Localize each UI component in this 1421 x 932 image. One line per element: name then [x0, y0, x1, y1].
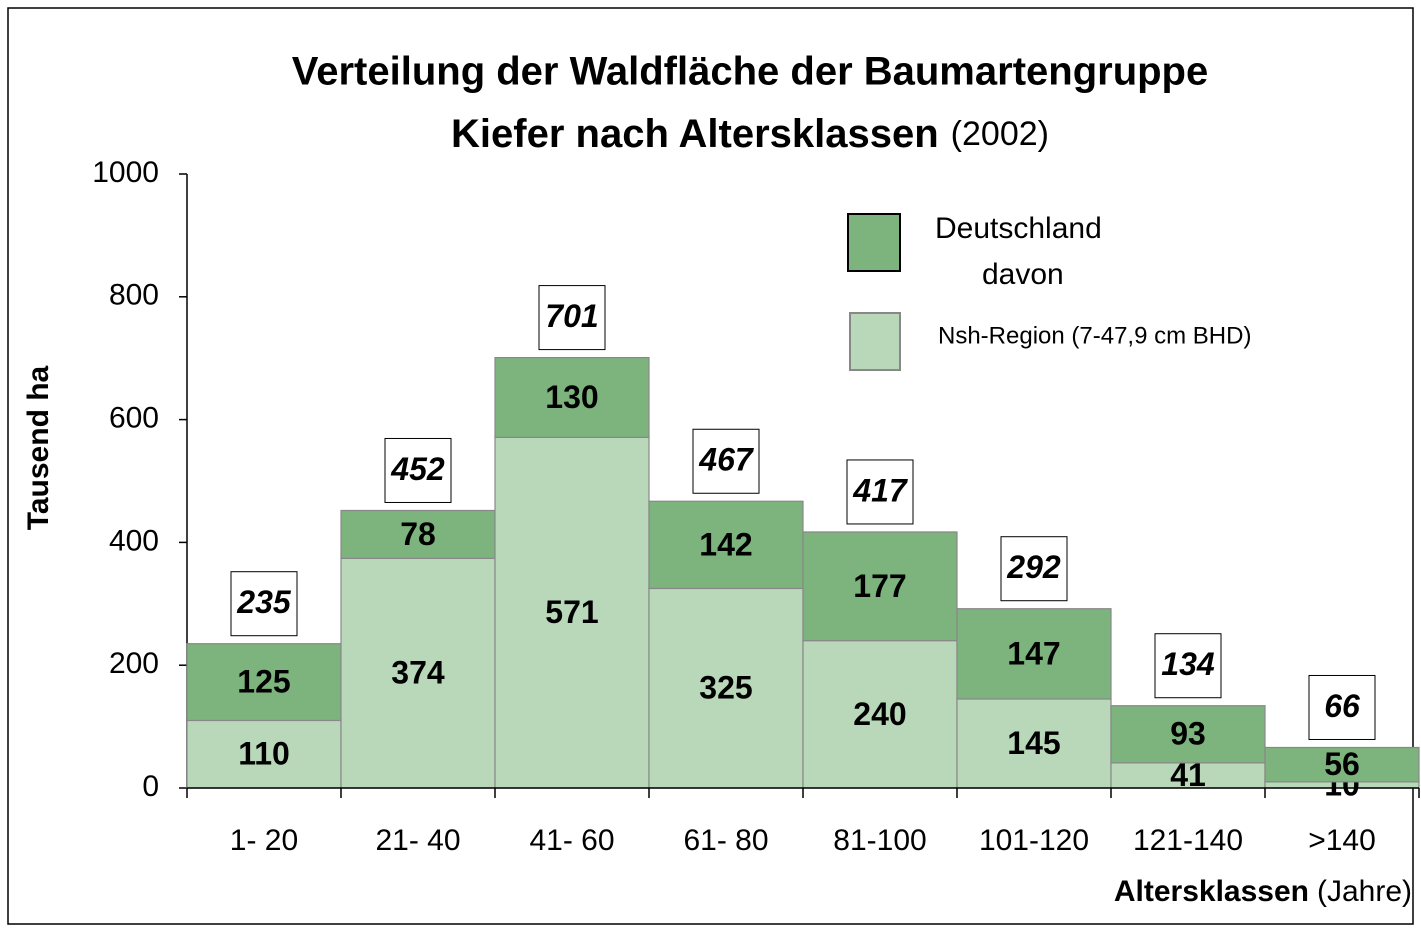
x-tick-label: 1- 20	[230, 824, 298, 857]
data-label: 78	[400, 516, 436, 552]
data-label: 240	[853, 696, 906, 732]
bar-segment	[802, 531, 958, 642]
x-tick-label: 61- 80	[683, 824, 768, 857]
x-tick-label: 101-120	[979, 824, 1089, 857]
x-tick-label: >140	[1308, 824, 1376, 857]
x-tick-label: 121-140	[1133, 824, 1243, 857]
total-box	[538, 285, 606, 351]
data-label: 145	[1007, 725, 1060, 761]
y-axis-label: Tausend ha	[22, 365, 55, 530]
title-note: (2002)	[951, 115, 1049, 153]
total-box	[1000, 536, 1068, 602]
bar-segment	[956, 698, 1112, 789]
total-box	[384, 437, 452, 503]
data-label: 374	[391, 655, 445, 691]
bar-segment	[494, 436, 650, 789]
bar-segment	[494, 356, 650, 439]
data-label: 571	[545, 594, 598, 630]
data-label: 125	[237, 664, 290, 700]
x-label-unit: (Jahre)	[1317, 875, 1412, 908]
data-label: 93	[1170, 716, 1206, 752]
total-label: 452	[390, 451, 445, 487]
bar-segment	[802, 640, 958, 789]
x-tick-label: 21- 40	[375, 824, 460, 857]
legend-note: davon	[982, 258, 1064, 291]
bar-segment	[648, 587, 804, 789]
data-label: 177	[853, 568, 906, 604]
y-tick-label: 1000	[92, 156, 159, 189]
total-label: 467	[698, 442, 755, 478]
legend-swatch	[847, 213, 901, 272]
data-label: 130	[545, 379, 598, 415]
total-box	[230, 571, 298, 637]
data-label: 110	[238, 736, 290, 772]
y-tick-label: 200	[109, 647, 159, 680]
chart-title: Kiefer nach Altersklassen (2002)	[451, 112, 1049, 156]
total-label: 417	[852, 472, 909, 508]
x-tick-label: 41- 60	[529, 824, 614, 857]
bar-segment	[186, 719, 342, 789]
total-box	[1154, 633, 1222, 699]
bar-segment	[340, 557, 496, 789]
bar-segment	[340, 509, 496, 559]
total-label: 134	[1161, 646, 1215, 682]
legend-swatch	[849, 312, 901, 371]
data-label: 325	[699, 670, 752, 706]
total-box	[692, 428, 760, 494]
y-tick-label: 400	[109, 524, 159, 557]
x-tick-label: 81-100	[833, 824, 926, 857]
y-tick-label: 600	[109, 402, 159, 435]
total-box	[1308, 674, 1376, 740]
x-label: Altersklassen	[1114, 875, 1309, 908]
bar-segment	[956, 608, 1112, 700]
chart-title: Verteilung der Waldfläche der Baumarteng…	[292, 50, 1208, 94]
bar-segment	[1110, 705, 1266, 764]
data-label: 147	[1007, 635, 1060, 671]
data-label: 142	[699, 526, 752, 562]
legend-label: Nsh-Region (7-47,9 cm BHD)	[938, 322, 1251, 349]
legend-label: Deutschland	[935, 212, 1102, 245]
x-axis-label: Altersklassen (Jahre)	[1114, 875, 1412, 908]
total-label: 235	[236, 584, 292, 620]
total-label: 66	[1324, 688, 1360, 724]
y-tick-label: 800	[109, 279, 159, 312]
bar-segment	[186, 643, 342, 722]
y-tick-label: 0	[142, 770, 159, 803]
data-label: 56	[1324, 746, 1360, 782]
total-box	[846, 459, 914, 525]
total-label: 292	[1006, 549, 1061, 585]
bar-segment	[1264, 746, 1420, 783]
bar-segment	[648, 500, 804, 590]
total-label: 701	[545, 298, 598, 334]
title-line: Kiefer nach Altersklassen	[451, 112, 939, 156]
